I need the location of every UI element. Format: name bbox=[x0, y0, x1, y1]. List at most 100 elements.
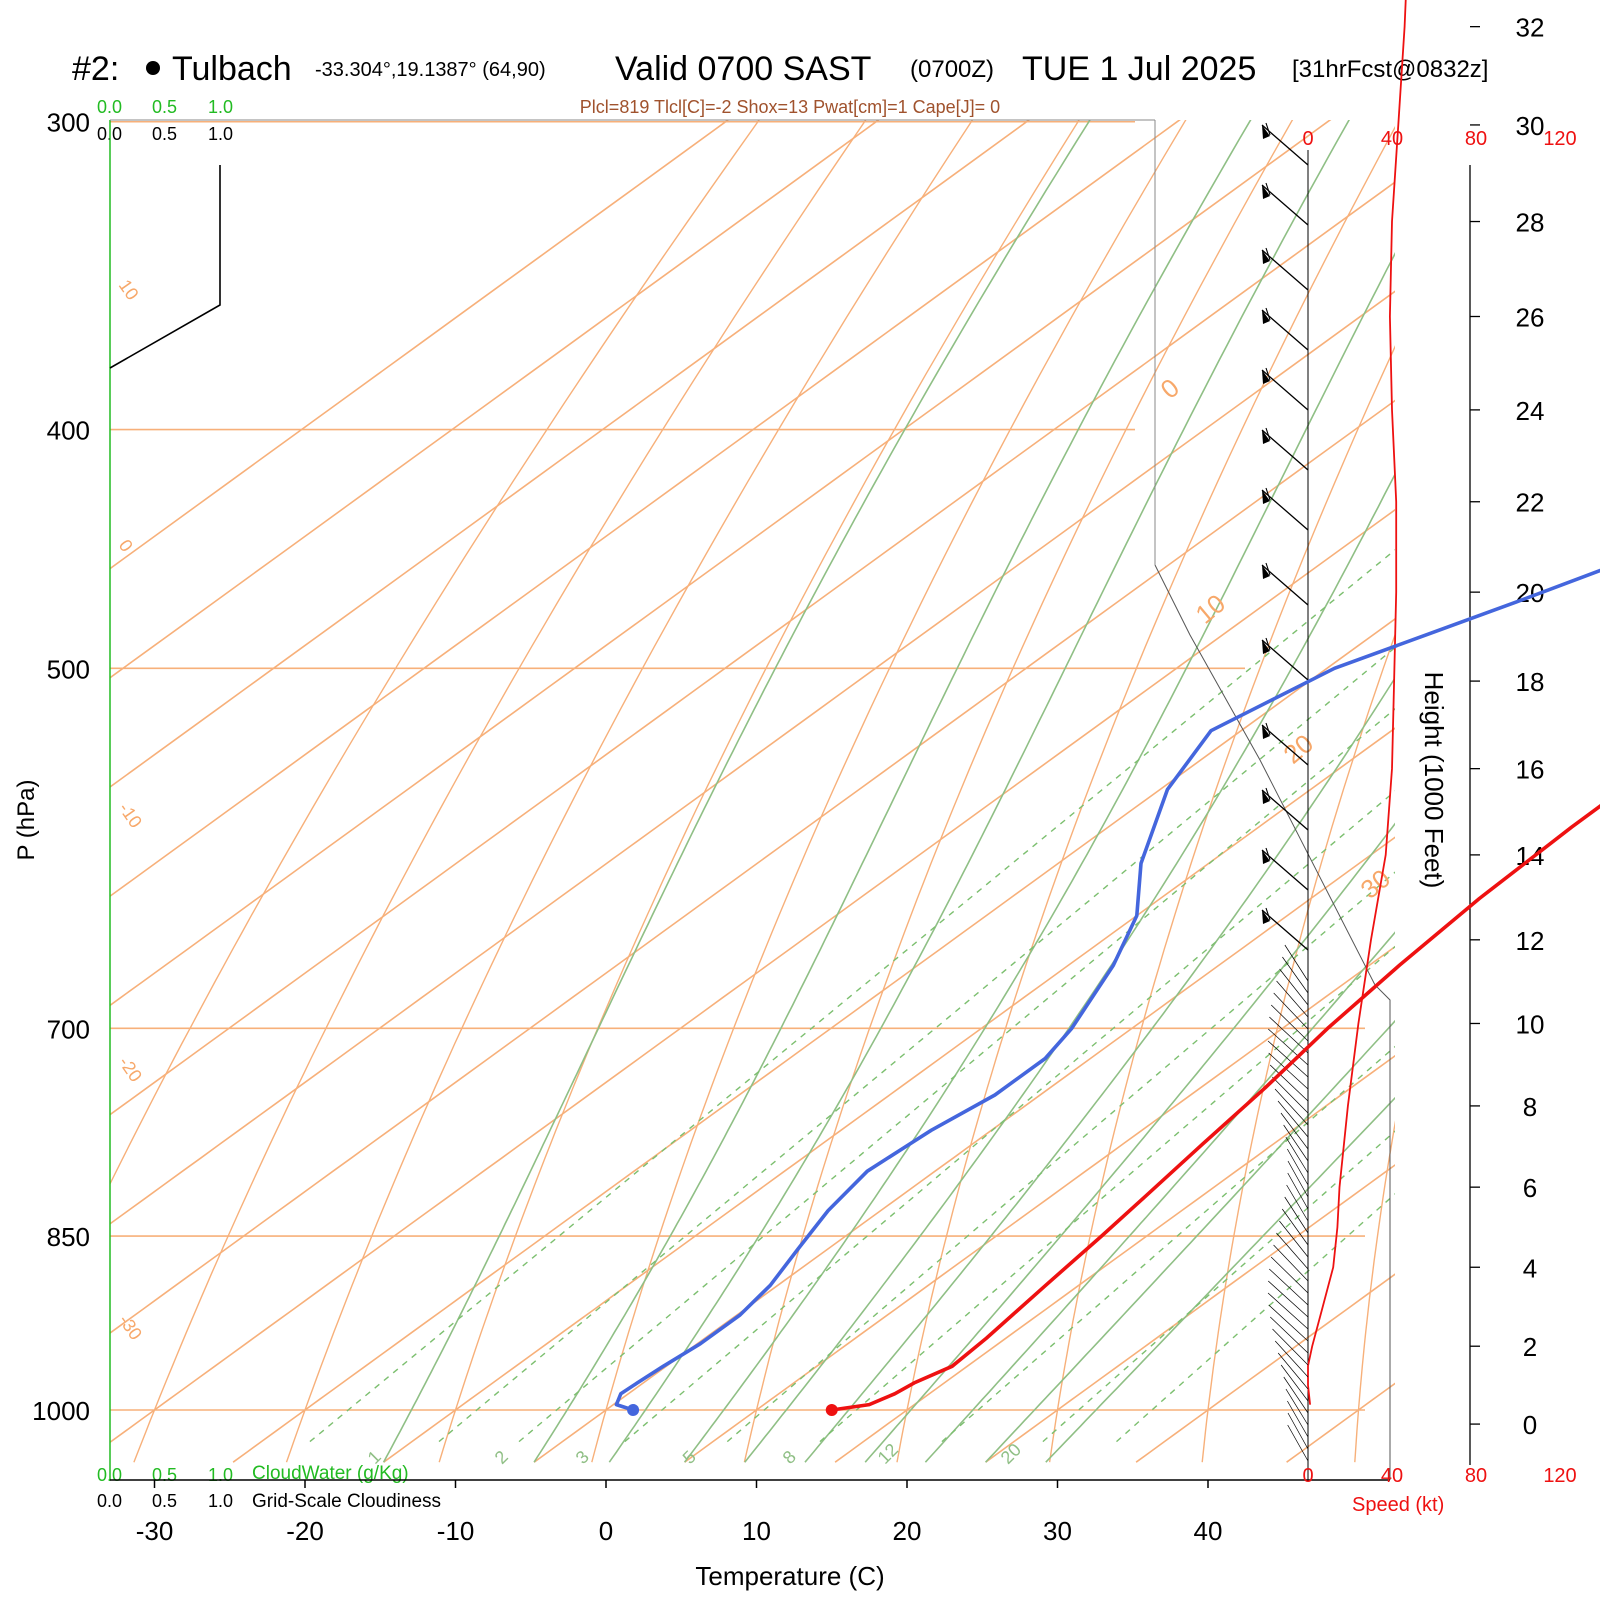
mixing-ratio-label: 20 bbox=[997, 1440, 1025, 1468]
p-tick-label: 700 bbox=[47, 1014, 90, 1044]
mixing-ratio-line bbox=[726, 871, 1395, 1443]
wind-barb-line bbox=[1268, 1304, 1309, 1342]
speed-tick-label: 120 bbox=[1543, 1465, 1576, 1487]
wind-barb-line bbox=[1284, 944, 1309, 982]
x-tick-label: 0 bbox=[599, 1516, 613, 1546]
cloudwater-tick: 0.5 bbox=[152, 1465, 177, 1485]
wind-barb-line bbox=[1274, 1088, 1309, 1126]
wind-barb-line bbox=[1287, 1412, 1309, 1450]
moist-adiabat-line bbox=[864, 822, 1395, 1463]
station-bullet-icon bbox=[146, 61, 160, 75]
isotherm-line bbox=[834, 1054, 1395, 1463]
dewpoint-profile bbox=[614, 568, 1600, 1412]
isotherm-line bbox=[110, 120, 730, 570]
bottom-cloud-scales: 0.0 0.5 1.0 CloudWater (g/Kg) 0.0 0.5 1.… bbox=[97, 1463, 441, 1512]
wind-barb-flag bbox=[1262, 185, 1270, 199]
mixing-ratio-line bbox=[1042, 1130, 1395, 1443]
wind-barb-feather bbox=[1265, 122, 1271, 136]
isotherm-line bbox=[533, 836, 1395, 1463]
height-tick-label: 16 bbox=[1516, 755, 1545, 785]
wind-barb-line bbox=[1272, 1328, 1309, 1366]
axis-labels: -30-20-100102030402503004005007008501000… bbox=[32, 13, 1545, 1546]
plot-frame bbox=[109, 119, 1391, 1481]
sounding-params: Plcl=819 Tlcl[C]=-2 Shox=13 Pwat[cm]=1 C… bbox=[580, 97, 1000, 117]
forecast-info: [31hrFcst@0832z] bbox=[1292, 56, 1488, 83]
moist-adiabat-line bbox=[744, 472, 1395, 1463]
wind-barb-line bbox=[1276, 980, 1309, 1018]
wind-barb-line bbox=[1283, 1124, 1309, 1162]
moist-adiabat-line bbox=[985, 1019, 1395, 1463]
wind-barb-staff bbox=[1261, 639, 1309, 681]
moist-adiabat-line bbox=[608, 120, 1350, 1463]
wind-barb-feather bbox=[1265, 247, 1271, 261]
x-axis-title: Temperature (C) bbox=[695, 1561, 884, 1591]
isotherm-line bbox=[110, 508, 1395, 1444]
isotherm-line bbox=[110, 120, 1332, 1007]
mixing-ratio-line bbox=[438, 646, 1395, 1443]
top-cloudiness-scale: 0.0 0.5 1.0 bbox=[97, 124, 233, 144]
wind-barb-line bbox=[1284, 1196, 1309, 1234]
wind-barb-line bbox=[1276, 1232, 1309, 1270]
wind-barb-feather bbox=[1265, 182, 1271, 196]
speed-tick-label: 80 bbox=[1465, 1465, 1487, 1487]
wind-barb-line bbox=[1287, 1172, 1309, 1210]
moist-adiabat-line bbox=[804, 676, 1395, 1463]
mixing-ratio-label: 5 bbox=[679, 1447, 700, 1468]
wind-barb-line bbox=[1277, 1100, 1309, 1138]
isotherm-line bbox=[110, 120, 880, 679]
wind-barb-feather bbox=[1265, 847, 1271, 861]
y-axis-title: P (hPa) bbox=[13, 780, 40, 861]
p-tick-label: 300 bbox=[47, 108, 90, 138]
wind-barb-line bbox=[1272, 1076, 1309, 1114]
wind-barb-line bbox=[1280, 1364, 1309, 1402]
cloudiness-tick: 0.5 bbox=[152, 1491, 177, 1511]
wind-barb-line bbox=[1270, 1256, 1309, 1294]
isotherm-line bbox=[110, 120, 1031, 788]
height-tick-label: 12 bbox=[1516, 926, 1545, 956]
mixing-ratio-line bbox=[1116, 1193, 1395, 1443]
wind-barb-staff bbox=[1261, 909, 1309, 951]
dry-adiabat-line bbox=[896, 125, 1395, 1463]
wind-barb-staff bbox=[1261, 489, 1309, 531]
moist-adiabat-line bbox=[924, 931, 1395, 1463]
height-tick-label: 6 bbox=[1523, 1173, 1537, 1203]
wind-barb-line bbox=[1267, 1292, 1309, 1330]
wind-barb-staff bbox=[1261, 184, 1309, 226]
x-tick-label: -30 bbox=[136, 1516, 174, 1546]
height-tick-label: 22 bbox=[1516, 488, 1545, 518]
wind-barb-line bbox=[1287, 1148, 1309, 1186]
mixing-ratio-label: 3 bbox=[572, 1447, 593, 1468]
wind-barb-flag bbox=[1262, 125, 1270, 139]
dry-adiabat-line bbox=[743, 120, 1294, 1463]
isotherm-line bbox=[232, 618, 1395, 1463]
speed-tick-label: 40 bbox=[1381, 128, 1403, 150]
mixing-ratio-label: 2 bbox=[491, 1447, 512, 1468]
x-tick-label: 20 bbox=[893, 1516, 922, 1546]
mixing-ratio-line bbox=[518, 708, 1395, 1443]
wind-barb-flag bbox=[1262, 790, 1270, 804]
wind-barb-line bbox=[1270, 1004, 1309, 1042]
speed-axis-label: Speed (kt) bbox=[1352, 1494, 1444, 1516]
cloudwater-tick: 1.0 bbox=[208, 1465, 233, 1485]
moist-adiabat-line bbox=[382, 120, 1091, 1463]
wind-barb-line bbox=[1285, 1136, 1309, 1174]
wind-barb-line bbox=[1277, 1352, 1309, 1390]
wind-barb-line bbox=[1287, 1424, 1309, 1462]
wind-barb-staff bbox=[1261, 124, 1309, 166]
isotherm-label: 10 bbox=[1190, 588, 1231, 630]
dry-adiabat-line bbox=[591, 120, 1187, 1463]
dry-adiabat-line bbox=[1354, 1120, 1395, 1463]
speed-tick-label: 40 bbox=[1381, 1465, 1403, 1487]
wind-barb-flag bbox=[1262, 910, 1270, 924]
cloudwater-tick: 0.5 bbox=[152, 97, 177, 117]
station-id: #2: bbox=[72, 50, 119, 88]
dry-adiabat-label: 0 bbox=[115, 536, 137, 556]
p-tick-label: 400 bbox=[47, 416, 90, 446]
cloudwater-tick: 0.0 bbox=[97, 97, 122, 117]
wind-barb-feather bbox=[1265, 487, 1271, 501]
wind-barb-line bbox=[1281, 1208, 1309, 1246]
isotherm-label: 20 bbox=[1278, 728, 1319, 770]
wind-barb-flag bbox=[1262, 850, 1270, 864]
